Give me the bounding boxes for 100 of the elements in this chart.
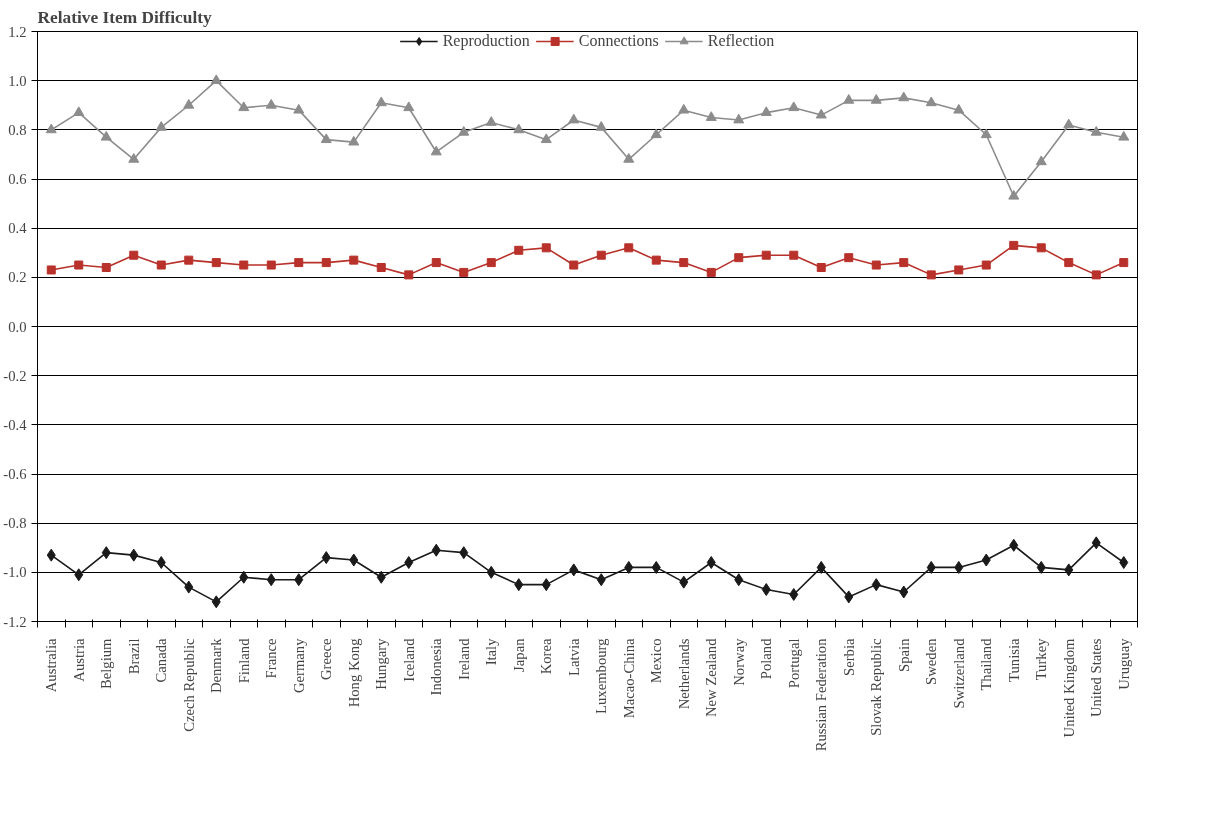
x-tick-label: Poland (758, 637, 775, 680)
point (101, 546, 111, 560)
point (871, 260, 881, 270)
point (734, 253, 744, 263)
point (486, 258, 496, 268)
point (348, 135, 360, 146)
point (761, 583, 771, 597)
x-tick-label: United Kingdom (1060, 637, 1077, 738)
y-tick-label: 0.0 (8, 318, 27, 335)
point (211, 258, 221, 268)
x-tick-label: Netherlands (675, 638, 692, 710)
point (899, 585, 909, 599)
point (376, 570, 386, 584)
x-tick-label: Hong Kong (345, 637, 362, 708)
point (376, 263, 386, 272)
y-tick-label: 0.8 (8, 121, 27, 138)
point (926, 270, 936, 280)
point (733, 113, 745, 124)
x-tick-label: Greece (318, 638, 335, 680)
point (596, 250, 606, 260)
x-tick-label: Iceland (400, 637, 417, 682)
point (1035, 155, 1047, 166)
point (321, 551, 331, 565)
x-tick-label: Brazil (125, 638, 142, 675)
point (650, 128, 662, 139)
point (155, 121, 167, 131)
y-tick-label: -0.2 (3, 367, 27, 384)
x-tick-label: Belgium (98, 637, 115, 689)
x-tick-label: Serbia (840, 638, 857, 676)
legend-label: Reflection (707, 32, 775, 50)
point (128, 153, 140, 163)
x-tick-label: Korea (538, 638, 555, 675)
point (1064, 258, 1074, 268)
point (266, 573, 276, 587)
point (74, 260, 84, 270)
x-tick-label: Italy (483, 637, 500, 666)
x-tick-label: Spain (895, 637, 912, 672)
point (459, 267, 469, 277)
point (375, 96, 387, 107)
point (843, 94, 855, 104)
x-tick-label: New Zealand (703, 637, 720, 718)
point (871, 578, 881, 592)
y-tick-label: -0.8 (3, 515, 27, 532)
y-tick-label: 1.2 (8, 23, 27, 40)
point (265, 98, 277, 109)
x-tick-label: Finland (235, 637, 252, 684)
point (954, 265, 964, 275)
point (1091, 536, 1101, 550)
point (486, 565, 496, 579)
x-tick-label: United States (1088, 638, 1105, 718)
point (788, 101, 800, 112)
y-tick-label: -1.0 (3, 564, 27, 581)
point (816, 263, 826, 272)
y-tick-label: 1.0 (8, 72, 27, 89)
point (430, 145, 442, 156)
point (1009, 538, 1019, 552)
point (899, 258, 909, 268)
point (954, 560, 964, 574)
point (1119, 258, 1129, 268)
point (211, 595, 221, 609)
point (431, 258, 441, 268)
point (816, 560, 826, 574)
x-tick-label: Australia (43, 638, 60, 693)
x-tick-label: Mexico (648, 638, 665, 684)
y-tick-label: 0.4 (8, 220, 28, 237)
point (458, 126, 470, 136)
x-tick-label: Czech Republic (180, 638, 197, 732)
point (46, 548, 56, 562)
point (678, 103, 690, 114)
point (596, 573, 606, 587)
x-tick-label: Hungary (373, 637, 390, 690)
point (925, 96, 937, 107)
x-tick-label: Slovak Republic (868, 638, 885, 736)
point (706, 267, 716, 277)
x-tick-label: Germany (290, 637, 307, 694)
point (761, 250, 771, 260)
x-tick-label: Russian Federation (813, 637, 830, 752)
point (183, 98, 195, 109)
point (294, 258, 304, 268)
x-tick-label: Thailand (978, 637, 995, 691)
y-tick-label: -0.4 (3, 416, 28, 433)
point (321, 258, 331, 268)
y-tick-label: 0.2 (8, 269, 27, 286)
point (101, 263, 111, 272)
point (73, 106, 85, 117)
point (651, 560, 661, 574)
point (541, 243, 551, 253)
point (789, 587, 799, 601)
point (129, 250, 139, 260)
point (266, 260, 276, 270)
point (239, 570, 249, 584)
x-tick-label: Sweden (923, 637, 940, 685)
point (210, 74, 222, 85)
x-tick-label: Luxembourg (593, 637, 610, 714)
point (1091, 270, 1101, 280)
point (320, 133, 332, 144)
point (705, 111, 717, 121)
point (46, 265, 56, 275)
point (1036, 243, 1046, 253)
point (349, 255, 359, 265)
